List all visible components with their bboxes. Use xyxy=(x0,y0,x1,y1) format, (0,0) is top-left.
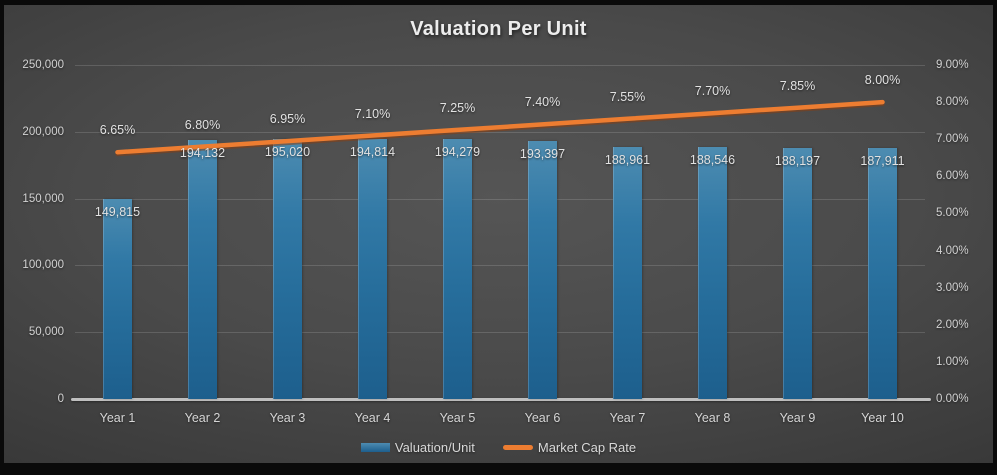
x-axis-tick-label: Year 4 xyxy=(354,411,391,425)
y-axis-tick-label: 4.00% xyxy=(936,244,969,257)
bar-value-label: 149,815 xyxy=(94,204,141,219)
bar[interactable] xyxy=(698,147,727,399)
line-swatch-icon xyxy=(502,445,533,450)
y-axis-tick-label: 6.00% xyxy=(936,170,969,183)
bar[interactable] xyxy=(443,139,472,399)
line-value-label: 6.95% xyxy=(269,112,306,127)
x-axis-tick-label: Year 5 xyxy=(439,411,476,425)
chart-title: Valuation Per Unit xyxy=(410,18,587,40)
line-value-label: 7.10% xyxy=(354,106,391,121)
y-axis-tick-label: 50,000 xyxy=(28,326,64,339)
bar[interactable] xyxy=(783,147,812,399)
line-value-label: 7.55% xyxy=(609,89,646,104)
bar-value-label: 187,911 xyxy=(860,154,905,168)
bar[interactable] xyxy=(188,139,217,399)
x-axis-tick-label: Year 3 xyxy=(269,411,306,425)
legend-label: Valuation/Unit xyxy=(394,440,475,455)
x-axis-tick-label: Year 10 xyxy=(861,411,904,425)
gridline xyxy=(75,65,925,66)
bar-value-label: 194,132 xyxy=(179,145,226,160)
legend-item-market-cap-rate[interactable]: Market Cap Rate xyxy=(502,440,637,455)
line-value-label: 7.85% xyxy=(779,78,816,93)
bar[interactable] xyxy=(273,138,302,399)
legend-item-valuation[interactable]: Valuation/Unit xyxy=(360,440,475,455)
y-axis-tick-label: 150,000 xyxy=(22,192,64,205)
y-axis-tick-label: 8.00% xyxy=(936,96,969,109)
x-axis-tick-label: Year 8 xyxy=(694,411,731,425)
bar-value-label: 188,546 xyxy=(689,153,736,168)
gridline xyxy=(75,131,925,133)
line-value-label: 6.80% xyxy=(184,117,221,132)
legend-label: Market Cap Rate xyxy=(537,440,637,455)
bar-value-label: 193,397 xyxy=(519,146,566,161)
line-value-label: 6.65% xyxy=(99,123,136,138)
y-axis-tick-label: 5.00% xyxy=(936,207,969,220)
bar-swatch-icon xyxy=(360,443,390,452)
x-axis-tick-label: Year 2 xyxy=(184,411,221,425)
y-axis-tick-label: 250,000 xyxy=(22,59,64,71)
y-axis-tick-label: 0 xyxy=(57,393,64,405)
bar-value-label: 188,961 xyxy=(604,152,651,167)
bar-value-label: 195,020 xyxy=(264,144,311,159)
legend: Valuation/Unit Market Cap Rate xyxy=(0,440,997,455)
y-axis-tick-label: 1.00% xyxy=(936,355,969,368)
y-axis-tick-label: 0.00% xyxy=(936,393,969,405)
bar[interactable] xyxy=(358,138,387,399)
y-axis-tick-label: 3.00% xyxy=(936,281,969,294)
bar[interactable] xyxy=(103,198,132,399)
x-axis-tick-label: Year 9 xyxy=(779,411,816,425)
y-axis-tick-label: 200,000 xyxy=(22,125,64,138)
y-axis-tick-label: 2.00% xyxy=(936,318,969,331)
line-value-label: 8.00% xyxy=(864,73,901,88)
line-value-label: 7.70% xyxy=(694,84,731,99)
line-value-label: 7.40% xyxy=(524,95,561,110)
bar-value-label: 194,814 xyxy=(349,144,396,159)
gridline xyxy=(75,332,925,334)
x-axis-tick-label: Year 6 xyxy=(524,411,561,425)
y-axis-tick-label: 7.00% xyxy=(936,133,969,146)
gridline xyxy=(75,265,925,267)
x-axis-tick-label: Year 7 xyxy=(609,411,646,425)
x-axis-tick-label: Year 1 xyxy=(99,411,136,425)
gridline xyxy=(75,198,925,200)
chart-background xyxy=(4,5,993,463)
bar-value-label: 194,279 xyxy=(434,145,481,160)
bar[interactable] xyxy=(868,148,897,399)
bar[interactable] xyxy=(613,146,642,399)
bar[interactable] xyxy=(528,140,557,399)
market-cap-rate-line[interactable] xyxy=(115,99,885,155)
y-axis-tick-label: 9.00% xyxy=(936,59,969,71)
x-axis-line xyxy=(71,397,931,401)
bar-value-label: 188,197 xyxy=(774,153,821,168)
y-axis-tick-label: 100,000 xyxy=(22,259,64,272)
line-value-label: 7.25% xyxy=(439,100,476,115)
